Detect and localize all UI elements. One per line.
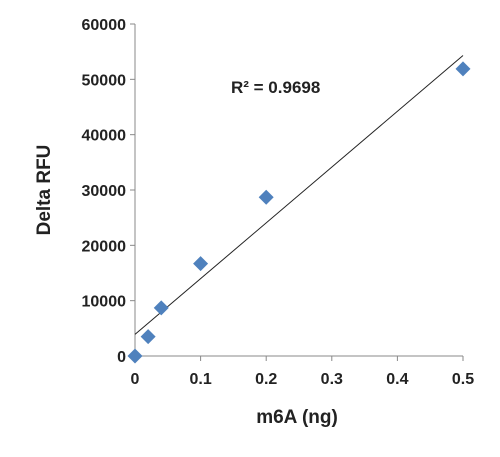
y-tick-label: 30000 <box>82 183 127 200</box>
x-tick-label: 0.1 <box>189 371 211 388</box>
x-tick-label: 0.3 <box>321 371 343 388</box>
trendline <box>134 55 464 335</box>
data-point <box>258 189 274 205</box>
x-ticks: 0 0.1 0.2 0.3 0.4 0.5 <box>131 356 474 388</box>
y-tick-label: 60000 <box>82 17 127 34</box>
y-tick-label: 50000 <box>82 72 127 89</box>
r-squared-annotation: R² = 0.9698 <box>231 78 320 97</box>
data-point <box>193 256 209 272</box>
y-tick-label: 10000 <box>82 294 127 311</box>
y-axis-title: Delta RFU <box>34 145 55 236</box>
y-tick-label: 20000 <box>82 238 127 255</box>
data-points <box>127 61 471 364</box>
y-tick-label: 40000 <box>82 128 127 145</box>
x-tick-label: 0 <box>131 371 140 388</box>
x-tick-label: 0.4 <box>386 371 408 388</box>
axes <box>134 24 463 357</box>
data-point <box>140 329 156 345</box>
x-tick-label: 0.5 <box>452 371 474 388</box>
data-point <box>455 61 471 77</box>
y-tick-label: 0 <box>117 349 126 366</box>
y-ticks: 0 10000 20000 30000 40000 50000 60000 <box>82 17 135 366</box>
x-axis-title: m6A (ng) <box>256 407 338 428</box>
x-tick-label: 0.2 <box>255 371 277 388</box>
data-point <box>127 348 143 364</box>
data-point <box>153 300 169 316</box>
